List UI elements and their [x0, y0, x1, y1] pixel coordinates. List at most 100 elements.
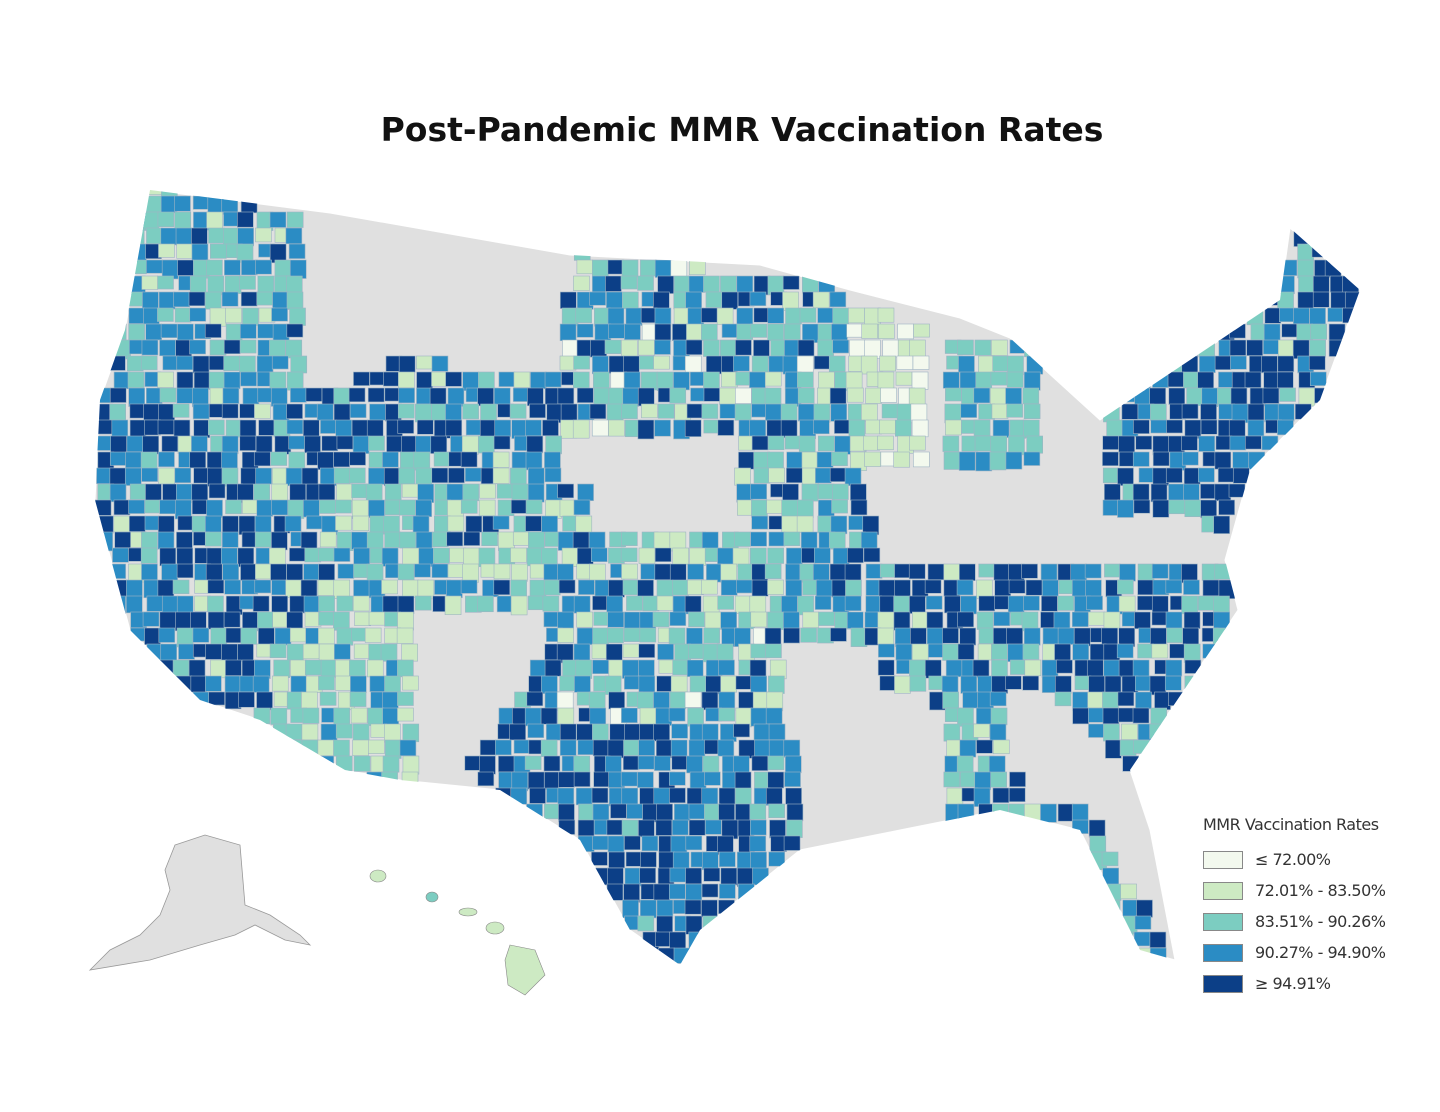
county	[285, 723, 303, 740]
county	[753, 723, 771, 741]
county	[160, 643, 178, 661]
county	[830, 627, 847, 642]
county	[847, 547, 864, 564]
county	[990, 771, 1007, 788]
county	[477, 387, 494, 407]
county	[734, 467, 751, 486]
county	[461, 435, 479, 455]
county	[479, 483, 496, 499]
county	[735, 387, 752, 404]
county	[701, 723, 719, 743]
county	[223, 611, 241, 628]
county	[319, 691, 337, 706]
county	[576, 387, 594, 403]
county	[588, 691, 606, 710]
county	[1008, 787, 1026, 802]
county	[336, 627, 354, 646]
county	[460, 579, 478, 594]
county	[255, 563, 272, 580]
county	[861, 403, 878, 422]
county	[1136, 899, 1153, 918]
county	[161, 190, 178, 197]
county	[513, 739, 531, 754]
county	[654, 755, 671, 771]
county	[142, 291, 159, 311]
county	[253, 451, 271, 467]
county	[1197, 371, 1214, 391]
county	[669, 787, 686, 804]
county	[688, 931, 706, 952]
county	[637, 771, 654, 788]
county	[992, 803, 1009, 823]
county	[256, 291, 274, 306]
county	[433, 451, 451, 467]
county	[1150, 707, 1168, 726]
county	[656, 595, 674, 611]
county	[1056, 659, 1073, 674]
county	[703, 419, 721, 434]
county	[368, 611, 386, 626]
county	[335, 659, 352, 679]
county	[402, 675, 419, 691]
county	[174, 307, 192, 323]
county	[781, 499, 798, 517]
county	[269, 643, 287, 659]
county	[157, 531, 175, 550]
county	[767, 451, 784, 471]
county	[749, 291, 767, 307]
county	[1057, 803, 1075, 822]
county	[208, 691, 225, 706]
county	[1310, 323, 1328, 340]
county	[992, 419, 1010, 438]
county	[207, 611, 225, 630]
county	[717, 739, 735, 757]
county	[140, 547, 158, 564]
county	[671, 755, 689, 770]
county	[991, 339, 1008, 356]
county	[626, 595, 643, 611]
county	[701, 899, 718, 918]
county	[1184, 675, 1202, 692]
county	[1102, 451, 1119, 467]
county	[879, 355, 896, 372]
county	[1119, 563, 1136, 582]
county	[785, 787, 802, 805]
county	[159, 339, 176, 357]
county	[1183, 371, 1200, 389]
county	[210, 627, 228, 645]
county	[335, 723, 353, 739]
county	[591, 787, 609, 804]
county	[607, 259, 625, 275]
county	[639, 867, 656, 884]
county	[225, 499, 242, 515]
county	[545, 723, 563, 741]
county	[206, 499, 223, 518]
county	[540, 739, 558, 757]
county	[444, 595, 462, 616]
county	[1152, 371, 1169, 388]
county	[353, 547, 370, 567]
county	[557, 787, 575, 807]
county	[1150, 419, 1168, 434]
county	[258, 419, 275, 436]
legend-item: 90.27% - 94.90%	[1203, 937, 1386, 968]
county	[718, 691, 736, 711]
county	[302, 707, 320, 724]
county	[637, 275, 654, 291]
county	[399, 739, 417, 757]
county	[412, 515, 430, 535]
county	[319, 499, 336, 514]
county	[1072, 707, 1089, 725]
county	[366, 771, 384, 787]
county	[527, 483, 545, 503]
county	[1182, 627, 1199, 645]
county	[1198, 467, 1215, 483]
county	[766, 499, 783, 514]
county	[158, 467, 175, 485]
county	[942, 691, 959, 709]
county	[447, 563, 465, 578]
county	[1103, 403, 1120, 423]
county	[1263, 323, 1281, 343]
county	[237, 227, 254, 247]
legend-swatch	[1203, 943, 1243, 962]
